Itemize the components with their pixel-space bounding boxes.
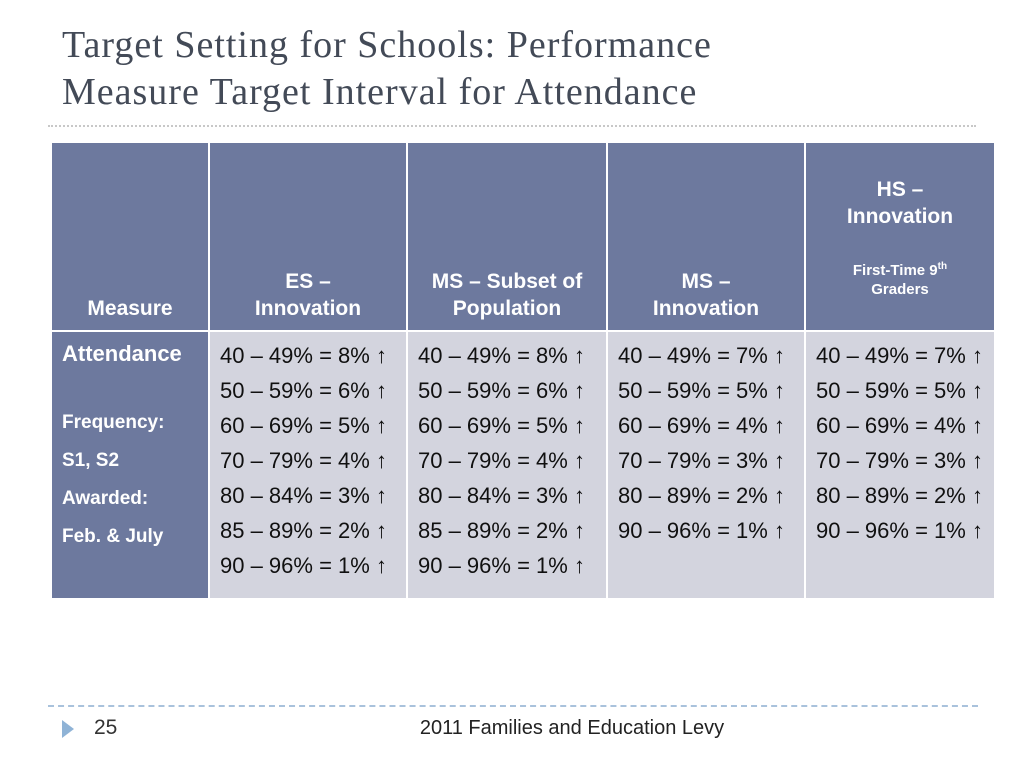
target-interval-line: 85 – 89% = 2% ↑ [220, 518, 387, 543]
target-interval-line: 50 – 59% = 5% ↑ [618, 378, 785, 403]
header-row: Measure ES – Innovation MS – Subset of P… [50, 141, 996, 332]
measure-name: Attendance [62, 341, 182, 366]
measure-detail-line: Frequency: [62, 412, 165, 433]
target-intervals-ms-subset: 40 – 49% = 8% ↑ 50 – 59% = 6% ↑ 60 – 69% =… [406, 330, 608, 600]
slide-advance-triangle-icon [62, 720, 74, 738]
measure-detail-line: Awarded: [62, 488, 149, 509]
measure-details: Frequency: S1, S2 Awarded: Feb. & July [62, 404, 204, 556]
target-interval-line: 70 – 79% = 4% ↑ [418, 448, 585, 473]
target-interval-line: 85 – 89% = 2% ↑ [418, 518, 585, 543]
target-intervals-es-innovation: 40 – 49% = 8% ↑ 50 – 59% = 6% ↑ 60 – 69% =… [208, 330, 408, 600]
footer-text: 2011 Families and Education Levy [419, 717, 725, 739]
footer-divider [48, 705, 978, 707]
hs-header-main: HS – Innovation [846, 178, 954, 228]
column-header-hs-innovation: HS – Innovation First-Time 9th Graders [804, 141, 996, 332]
target-interval-line: 90 – 96% = 1% ↑ [816, 518, 983, 543]
target-interval-line: 50 – 59% = 6% ↑ [418, 378, 585, 403]
target-interval-line: 60 – 69% = 4% ↑ [816, 413, 983, 438]
target-interval-line: 90 – 96% = 1% ↑ [618, 518, 785, 543]
target-interval-line: 90 – 96% = 1% ↑ [220, 553, 387, 578]
measure-detail-line: S1, S2 [62, 450, 120, 471]
target-interval-line: 60 – 69% = 4% ↑ [618, 413, 785, 438]
measure-cell: Attendance Frequency: S1, S2 Awarded: Feb. … [50, 330, 210, 600]
target-intervals-hs-innovation: 40 – 49% = 7% ↑ 50 – 59% = 5% ↑ 60 – 69% =… [804, 330, 996, 600]
target-interval-line: 40 – 49% = 8% ↑ [418, 343, 585, 368]
slide-title: Target Setting for Schools: Performance … [62, 24, 712, 113]
title-divider [48, 125, 976, 127]
target-intervals-ms-innovation: 40 – 49% = 7% ↑ 50 – 59% = 5% ↑ 60 – 69% =… [606, 330, 806, 600]
target-interval-line: 70 – 79% = 4% ↑ [220, 448, 387, 473]
target-interval-line: 80 – 84% = 3% ↑ [220, 483, 387, 508]
column-header-measure: Measure [50, 141, 210, 332]
target-interval-line: 40 – 49% = 7% ↑ [816, 343, 983, 368]
hs-header-subtitle: First-Time 9th Graders [852, 261, 948, 298]
target-interval-line: 80 – 84% = 3% ↑ [418, 483, 585, 508]
target-interval-line: 60 – 69% = 5% ↑ [418, 413, 585, 438]
page-number: 25 [94, 716, 118, 739]
column-header-ms-innovation: MS – Innovation [606, 141, 806, 332]
target-interval-line: 70 – 79% = 3% ↑ [816, 448, 983, 473]
target-interval-line: 80 – 89% = 2% ↑ [816, 483, 983, 508]
column-header-ms-subset: MS – Subset of Population [406, 141, 608, 332]
target-interval-line: 60 – 69% = 5% ↑ [220, 413, 387, 438]
column-header-es-innovation: ES – Innovation [208, 141, 408, 332]
target-interval-line: 80 – 89% = 2% ↑ [618, 483, 785, 508]
target-interval-line: 50 – 59% = 5% ↑ [816, 378, 983, 403]
measure-detail-line: Feb. & July [62, 526, 164, 547]
target-interval-line: 70 – 79% = 3% ↑ [618, 448, 785, 473]
attendance-target-table: Measure ES – Innovation MS – Subset of P… [50, 141, 996, 600]
target-interval-line: 40 – 49% = 7% ↑ [618, 343, 785, 368]
target-interval-line: 90 – 96% = 1% ↑ [418, 553, 585, 578]
attendance-row: Attendance Frequency: S1, S2 Awarded: Feb. … [50, 330, 996, 600]
target-interval-line: 40 – 49% = 8% ↑ [220, 343, 387, 368]
target-interval-line: 50 – 59% = 6% ↑ [220, 378, 387, 403]
